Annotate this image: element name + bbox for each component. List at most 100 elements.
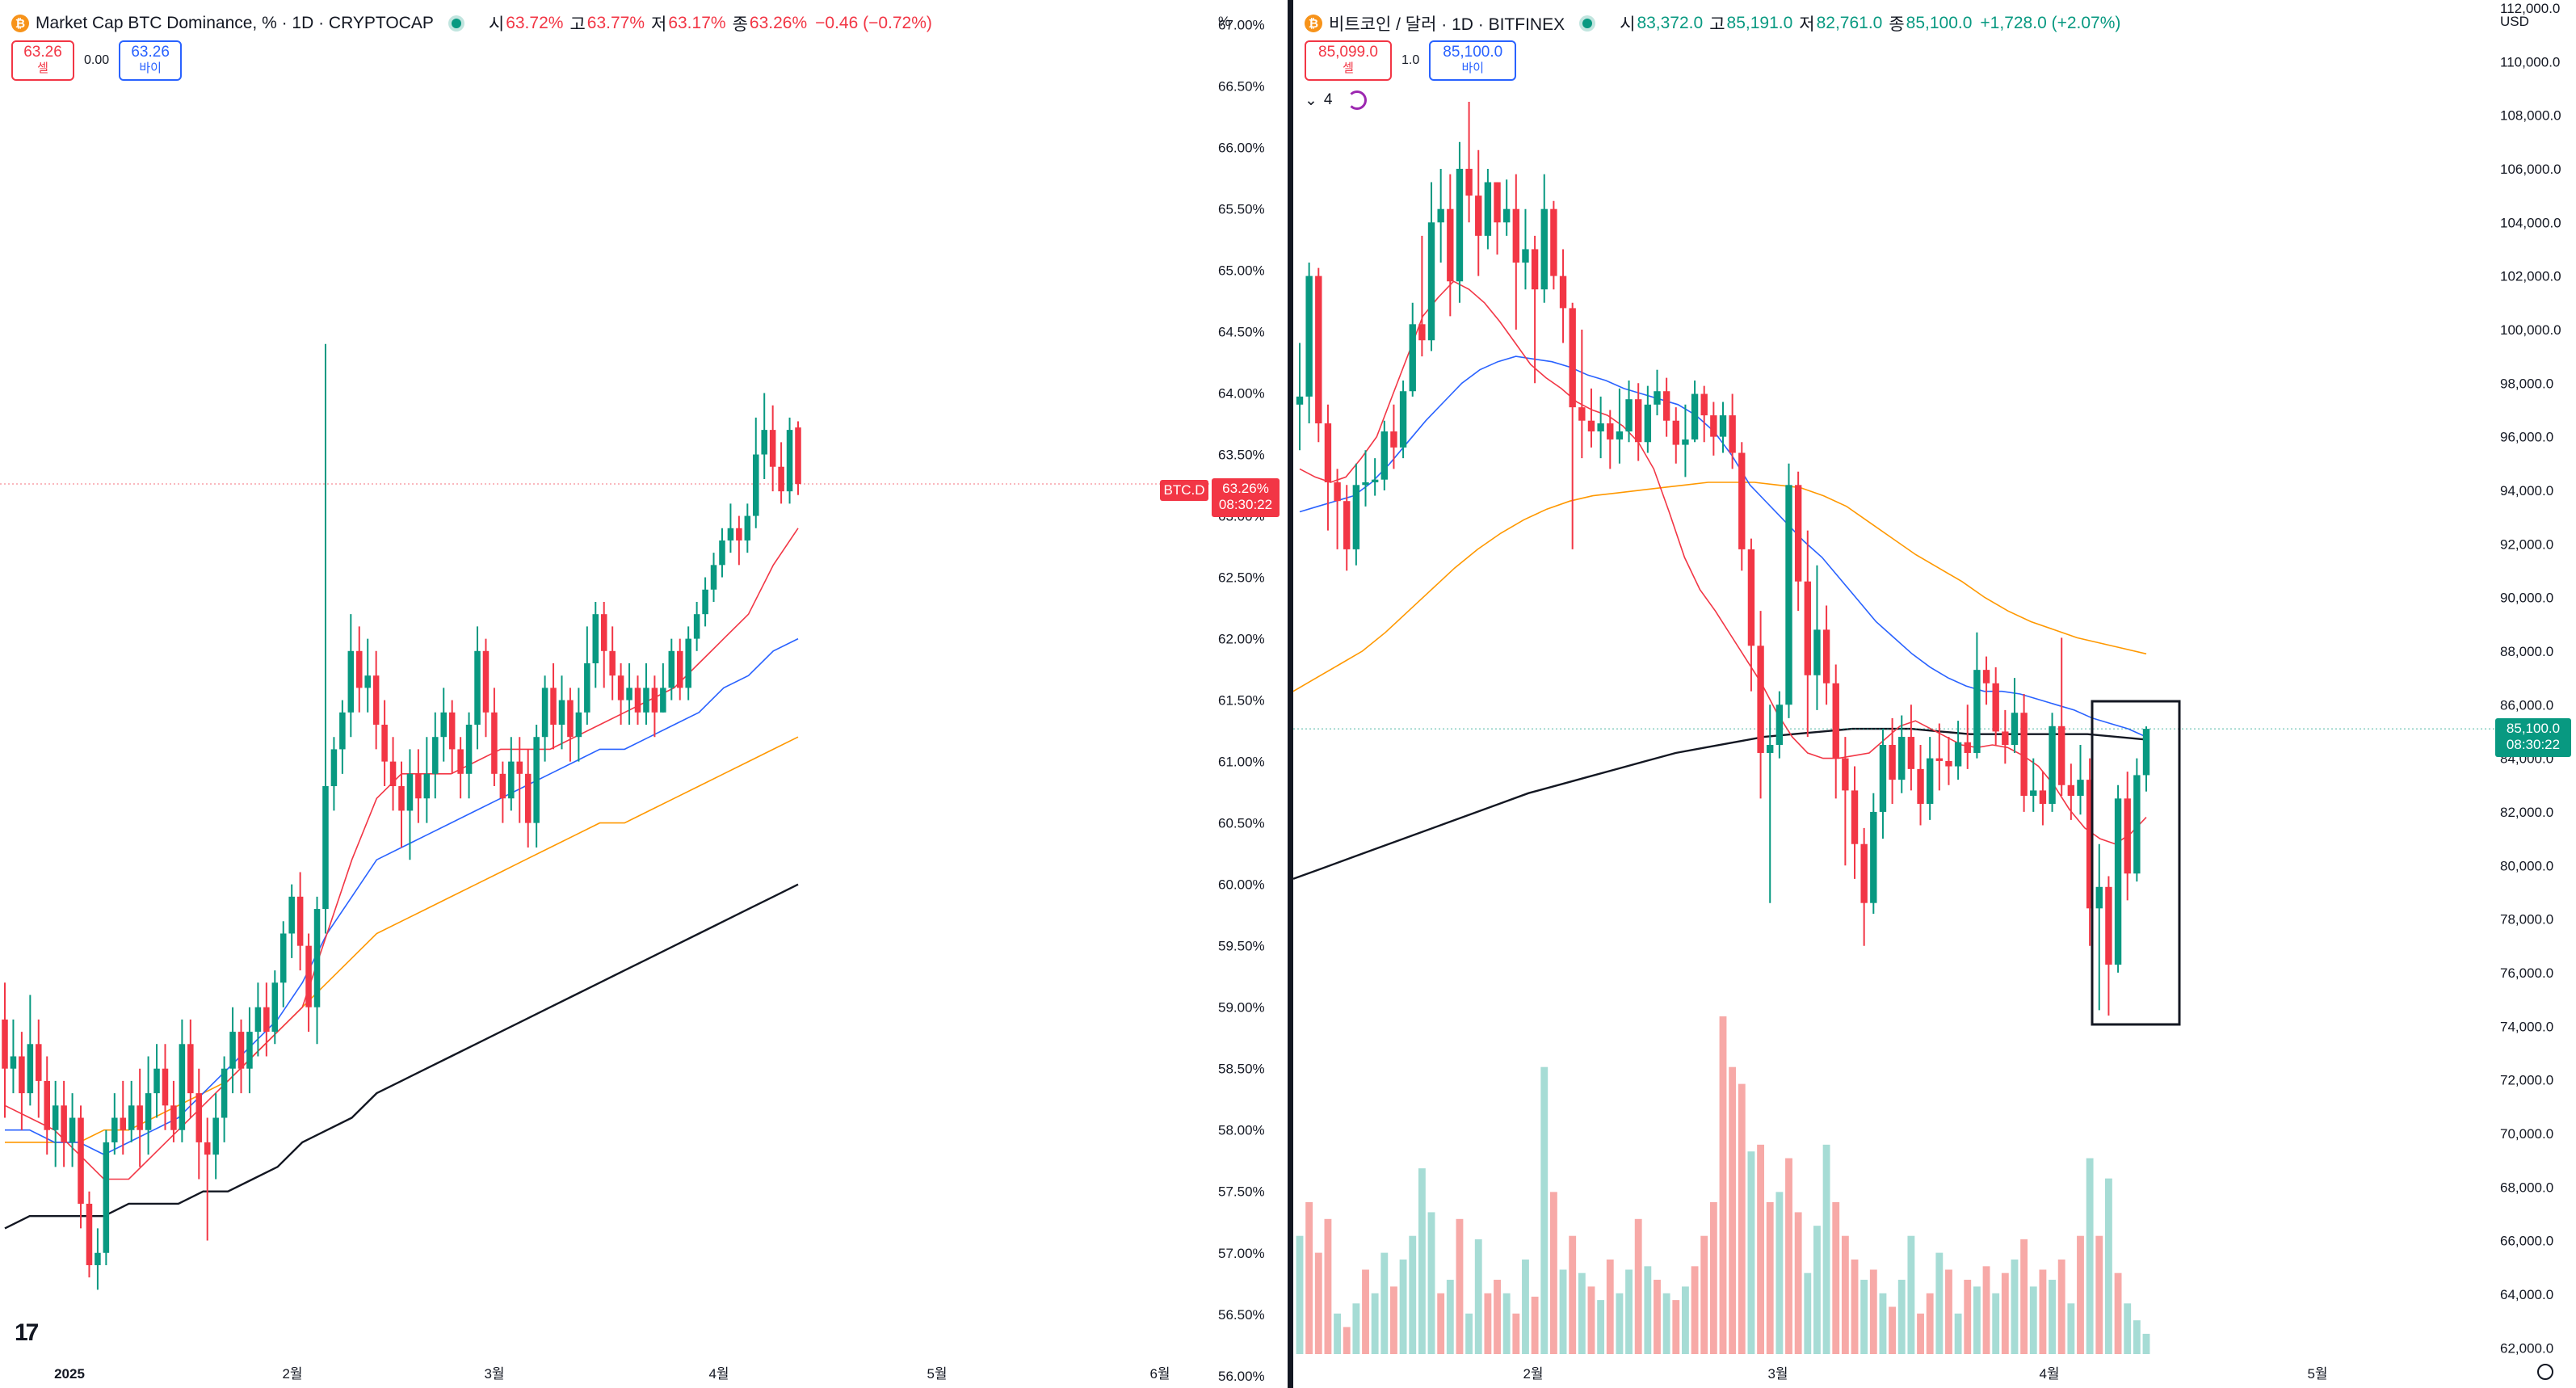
candle-body [1644,404,1652,443]
candle-body [499,773,506,799]
volume-bar [1775,1192,1784,1354]
market-status-icon [1582,19,1593,28]
volume-bar [1729,1066,1737,1354]
volume-bar [1427,1212,1435,1354]
candle-body [1578,407,1586,421]
tradingview-logo[interactable]: 17 [15,1319,39,1346]
volume-bar [1747,1151,1755,1354]
candle-body [676,650,683,688]
candle-body [1870,811,1877,903]
volume-bar [1409,1235,1417,1354]
candle-body [710,565,717,590]
candle-body [1550,208,1557,276]
left-unit-label[interactable]: % [1218,14,1231,29]
candle-body [153,1068,160,1094]
right-buy-button[interactable]: 85,100.0 바이 [1429,40,1517,81]
left-low-label: 저 [651,15,667,34]
y-tick-label: 62.50% [1218,570,1265,586]
left-sell-label: 셀 [37,61,48,75]
gear-icon[interactable] [2537,1364,2553,1380]
candle-body [1607,423,1614,440]
candle-body [128,1105,135,1130]
candle-body [1964,742,1971,753]
left-close-value: 63.26% [749,14,808,32]
candle-body [145,1093,152,1130]
candle-body [2095,886,2103,909]
candle-body [1822,629,1830,683]
candle-body [1842,758,1849,791]
bitcoin-chart[interactable]: 112,000.0 110,000.0 108,000.0 106,000.0 104,… [1293,0,2576,1388]
right-sell-button[interactable]: 85,099.0 셀 [1305,40,1392,81]
candle-body [1691,393,1699,440]
candle-body [617,675,624,700]
candle-body [1296,396,1304,405]
candle-body [1926,758,1934,804]
candle-body [19,1056,25,1094]
candle-body [1625,399,1633,431]
left-buy-button[interactable]: 63.26 바이 [119,40,183,81]
candle-body [2124,798,2131,874]
left-legend: ₿ Market Cap BTC Dominance, % · 1D · CRY… [11,11,932,36]
candle-body [1616,431,1624,440]
candle-body [1465,168,1473,196]
indicator-toggle[interactable]: ⌄ 4 [1305,90,1367,110]
dominance-chart[interactable]: 67.00% 66.50% 66.00% 65.50% 65.00% 64.50% 64.0… [0,0,1288,1388]
bitcoin-chart-pane[interactable]: 112,000.0 110,000.0 108,000.0 106,000.0 104,… [1293,0,2576,1388]
candle-body [2039,790,2047,804]
y-tick-label: 94,000.0 [2500,483,2553,498]
candle-body [567,700,574,738]
right-high-label: 고 [1709,15,1725,34]
candle-body [52,1105,59,1130]
right-buy-price: 85,100.0 [1443,44,1503,61]
candle-body [474,650,481,726]
volume-bar [1860,1280,1868,1354]
volume-bar [2001,1272,2009,1354]
volume-bar [1559,1269,1567,1354]
volume-bar [1549,1192,1557,1354]
candle-body [27,1044,34,1094]
volume-bar [1889,1306,1897,1354]
y-tick-label: 56.50% [1218,1307,1265,1323]
candle-body [660,688,666,713]
left-sell-button[interactable]: 63.26 셀 [11,40,74,81]
candle-body [296,896,304,946]
left-open-value: 63.72% [506,14,564,32]
volume-bar [1926,1293,1934,1354]
left-symbol-title[interactable]: Market Cap BTC Dominance, % · 1D · CRYPT… [36,14,434,32]
candle-body [524,773,532,823]
candle-body [330,749,338,787]
candle-body [2067,784,2075,797]
candle-body [719,540,725,566]
candle-body [651,688,658,713]
dominance-chart-pane[interactable]: 67.00% 66.50% 66.00% 65.50% 65.00% 64.50% 64.0… [0,0,1288,1388]
candle-body [457,749,464,774]
right-unit-label[interactable]: USD [2500,14,2529,29]
candle-body [2030,790,2037,797]
candle-body [508,761,515,799]
volume-bar [1917,1313,1924,1354]
candle-body [1522,249,1529,263]
right-symbol-title[interactable]: 비트코인 / 달러 · 1D · BITFINEX [1329,15,1565,34]
x-tick-label: 4월 [708,1366,729,1382]
pane-divider[interactable] [1288,0,1293,1388]
y-tick-label: 78,000.0 [2500,912,2553,927]
candle-body [1352,485,1360,549]
candle-body [1662,391,1670,421]
sync-icon[interactable] [1347,90,1367,110]
right-low-label: 저 [1799,15,1815,34]
chevron-down-icon[interactable]: ⌄ [1305,91,1317,109]
candle-body [86,1203,93,1265]
candle-body [1494,182,1501,223]
x-tick-label: 5월 [2307,1366,2327,1382]
volume-bar [1540,1066,1549,1354]
candle-body [1729,415,1736,453]
volume-bar [2114,1272,2122,1354]
volume-bar [1352,1303,1360,1354]
candle-body [1879,745,1887,812]
candle-body [1710,415,1717,437]
candle-body [1324,423,1332,482]
candle-body [1804,581,1811,675]
candle-body [769,430,776,467]
candle-body [204,1142,211,1155]
y-tick-label: 58.50% [1218,1062,1265,1077]
